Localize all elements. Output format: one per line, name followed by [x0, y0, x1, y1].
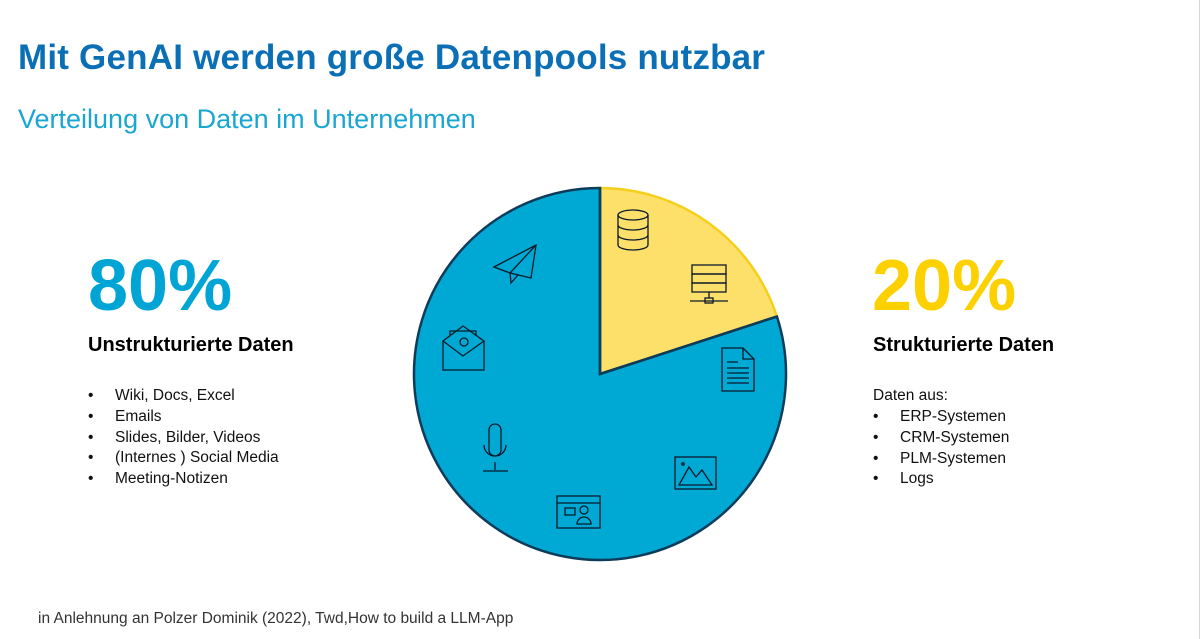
list-item: ERP-Systemen	[873, 407, 1009, 428]
slide-subtitle: Verteilung von Daten im Unternehmen	[18, 104, 476, 134]
image-icon	[674, 456, 717, 490]
unstructured-percent: 80%	[88, 246, 233, 326]
pie-slice-divider	[598, 188, 778, 376]
slide-title: Mit GenAI werden große Datenpools nutzba…	[18, 38, 766, 77]
microphone-icon	[483, 423, 508, 472]
list-item: Meeting-Notizen	[88, 469, 279, 490]
scrollbar-edge	[1199, 0, 1200, 639]
list-item: (Internes ) Social Media	[88, 448, 279, 469]
database-icon	[617, 209, 649, 251]
source-citation: in Anlehnung an Polzer Dominik (2022), T…	[38, 610, 514, 627]
unstructured-list: Wiki, Docs, Excel Emails Slides, Bilder,…	[88, 386, 279, 490]
pie-slice-structured	[598, 186, 779, 376]
video-call-icon	[556, 495, 601, 529]
structured-intro: Daten aus:	[873, 387, 948, 404]
list-item: Emails	[88, 407, 279, 428]
paper-plane-icon	[492, 243, 537, 285]
list-item: PLM-Systemen	[873, 449, 1009, 470]
pie-chart	[412, 186, 788, 562]
unstructured-heading: Unstrukturierte Daten	[88, 334, 294, 356]
email-icon	[442, 325, 485, 371]
structured-list: ERP-Systemen CRM-Systemen PLM-Systemen L…	[873, 407, 1009, 490]
document-icon	[721, 347, 755, 392]
list-item: Slides, Bilder, Videos	[88, 428, 279, 449]
list-item: Logs	[873, 469, 1009, 490]
structured-heading: Strukturierte Daten	[873, 334, 1055, 356]
server-network-icon	[690, 264, 728, 304]
structured-percent: 20%	[872, 246, 1017, 326]
list-item: Wiki, Docs, Excel	[88, 386, 279, 407]
list-item: CRM-Systemen	[873, 428, 1009, 449]
